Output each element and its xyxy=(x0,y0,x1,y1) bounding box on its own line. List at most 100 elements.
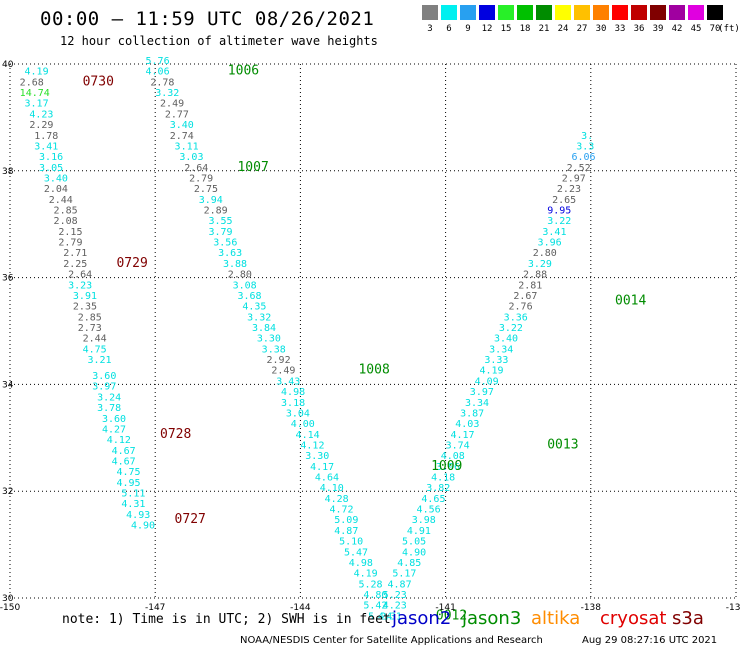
swh-value: 3.43 xyxy=(276,376,300,387)
swh-value: 4.03 xyxy=(455,419,479,430)
legend-swatch xyxy=(593,5,609,20)
y-tick-label: 40 xyxy=(2,60,14,70)
pass-time-label: 0730 xyxy=(83,74,114,89)
swh-value: 4.09 xyxy=(475,376,499,387)
swh-value: 3.23 xyxy=(68,280,92,291)
swh-value: 4.12 xyxy=(107,435,131,446)
legend-swatch xyxy=(612,5,628,20)
legend-swatch-label: 9 xyxy=(465,24,471,34)
swh-value: 3.41 xyxy=(542,227,566,238)
legend-swatch xyxy=(536,5,552,20)
swh-value: 4.19 xyxy=(354,569,378,580)
swh-value: 4.23 xyxy=(29,109,53,120)
legend-swatch-label: 24 xyxy=(557,24,569,34)
swh-value: 3.05 xyxy=(39,163,63,174)
swh-value: 2.29 xyxy=(29,120,53,131)
swh-value: 2.25 xyxy=(63,259,87,270)
legend-swatch-label: 45 xyxy=(690,24,702,34)
swh-value: 3.17 xyxy=(25,99,49,110)
swh-value: 4.17 xyxy=(450,430,474,441)
swh-value: 3.21 xyxy=(87,355,111,366)
swh-value: 3.97 xyxy=(92,382,116,393)
swh-value: 4.56 xyxy=(417,505,441,516)
swh-value: 3.84 xyxy=(252,323,276,334)
swh-value: 4.06 xyxy=(146,67,170,78)
legend-s3a: s3a xyxy=(672,608,704,629)
pass-time-label: 0727 xyxy=(175,512,206,527)
swh-value: 3.98 xyxy=(412,515,436,526)
swh-value: 2.08 xyxy=(54,216,78,227)
swh-value: 3.41 xyxy=(34,141,58,152)
swh-value: 2.23 xyxy=(557,184,581,195)
swh-value: 5.17 xyxy=(392,569,416,580)
swh-value: 3.16 xyxy=(39,152,63,163)
swh-value: 2.97 xyxy=(562,173,586,184)
swh-value: 3.82 xyxy=(426,483,450,494)
swh-value: 4.10 xyxy=(320,483,344,494)
legend-swatch xyxy=(555,5,571,20)
legend-swatch xyxy=(479,5,495,20)
swh-value: 4.98 xyxy=(281,387,305,398)
y-tick-label: 30 xyxy=(2,594,14,604)
swh-value: 2.75 xyxy=(194,184,218,195)
swh-value: 3. xyxy=(581,131,593,142)
swh-value: 4.19 xyxy=(479,366,503,377)
swh-value: 3.87 xyxy=(460,408,484,419)
legend-swatch-label: 36 xyxy=(633,24,645,34)
swh-value: 4.67 xyxy=(112,457,136,468)
swh-value: 2.88 xyxy=(523,270,547,281)
swh-value: 3.34 xyxy=(489,344,513,355)
swh-value: 4.31 xyxy=(121,499,145,510)
swh-value: 2.52 xyxy=(567,163,591,174)
swh-value: 4.35 xyxy=(242,302,266,313)
swh-value: 2.64 xyxy=(68,270,92,281)
swh-value: 2.80 xyxy=(533,248,557,259)
pass-time-label: 1006 xyxy=(228,64,259,79)
swh-value: 9.95 xyxy=(547,206,571,217)
swh-value: 2.92 xyxy=(267,355,291,366)
swh-value: 4.64 xyxy=(315,473,339,484)
y-tick-label: 34 xyxy=(2,380,14,390)
swh-value: 4.27 xyxy=(102,424,126,435)
swh-value: 4.08 xyxy=(441,451,465,462)
swh-value: 3.33 xyxy=(484,355,508,366)
pass-time-label: 1009 xyxy=(431,459,462,474)
swh-value: 3.63 xyxy=(218,248,242,259)
swh-value: 3.40 xyxy=(494,334,518,345)
swh-value: 3.08 xyxy=(233,280,257,291)
swh-value: 3.18 xyxy=(281,398,305,409)
pass-time-label: 0014 xyxy=(615,293,646,308)
swh-value: 5.05 xyxy=(402,537,426,548)
swh-value: 5.11 xyxy=(121,489,145,500)
swh-value: 2.44 xyxy=(49,195,73,206)
footer-credit: NOAA/NESDIS Center for Satellite Applica… xyxy=(240,635,543,646)
chart-subtitle: 12 hour collection of altimeter wave hei… xyxy=(60,34,378,48)
swh-value: 2.49 xyxy=(271,366,295,377)
swh-value: 2.15 xyxy=(58,227,82,238)
x-tick-label: -138 xyxy=(581,603,602,613)
x-tick-label: -147 xyxy=(145,603,165,613)
swh-value: 3.56 xyxy=(213,238,237,249)
swh-value: 4.17 xyxy=(310,462,334,473)
swh-value: 4.19 xyxy=(25,67,49,78)
swh-value: 4.85 xyxy=(397,558,421,569)
swh-value: 4.23 xyxy=(383,601,407,612)
swh-value: 5.24 xyxy=(368,611,392,622)
legend-swatch-label: 12 xyxy=(481,24,493,34)
swh-value: 3.88 xyxy=(223,259,247,270)
swh-value: 2.64 xyxy=(184,163,208,174)
swh-value: 3.03 xyxy=(179,152,203,163)
pass-time-label: 1008 xyxy=(358,363,389,378)
legend-swatch xyxy=(631,5,647,20)
swh-value: 2.71 xyxy=(63,248,87,259)
swh-value: 3.32 xyxy=(155,88,179,99)
legend-swatch-label: 18 xyxy=(519,24,531,34)
swh-value: 4.14 xyxy=(296,430,320,441)
swh-value: 2.74 xyxy=(170,131,194,142)
swh-value: 4.95 xyxy=(116,478,140,489)
swh-value: 4.90 xyxy=(131,521,155,532)
swh-value: 4.93 xyxy=(126,510,150,521)
legend-swatch xyxy=(574,5,590,20)
swh-value: 5.10 xyxy=(339,537,363,548)
swh-value: 3.79 xyxy=(208,227,232,238)
